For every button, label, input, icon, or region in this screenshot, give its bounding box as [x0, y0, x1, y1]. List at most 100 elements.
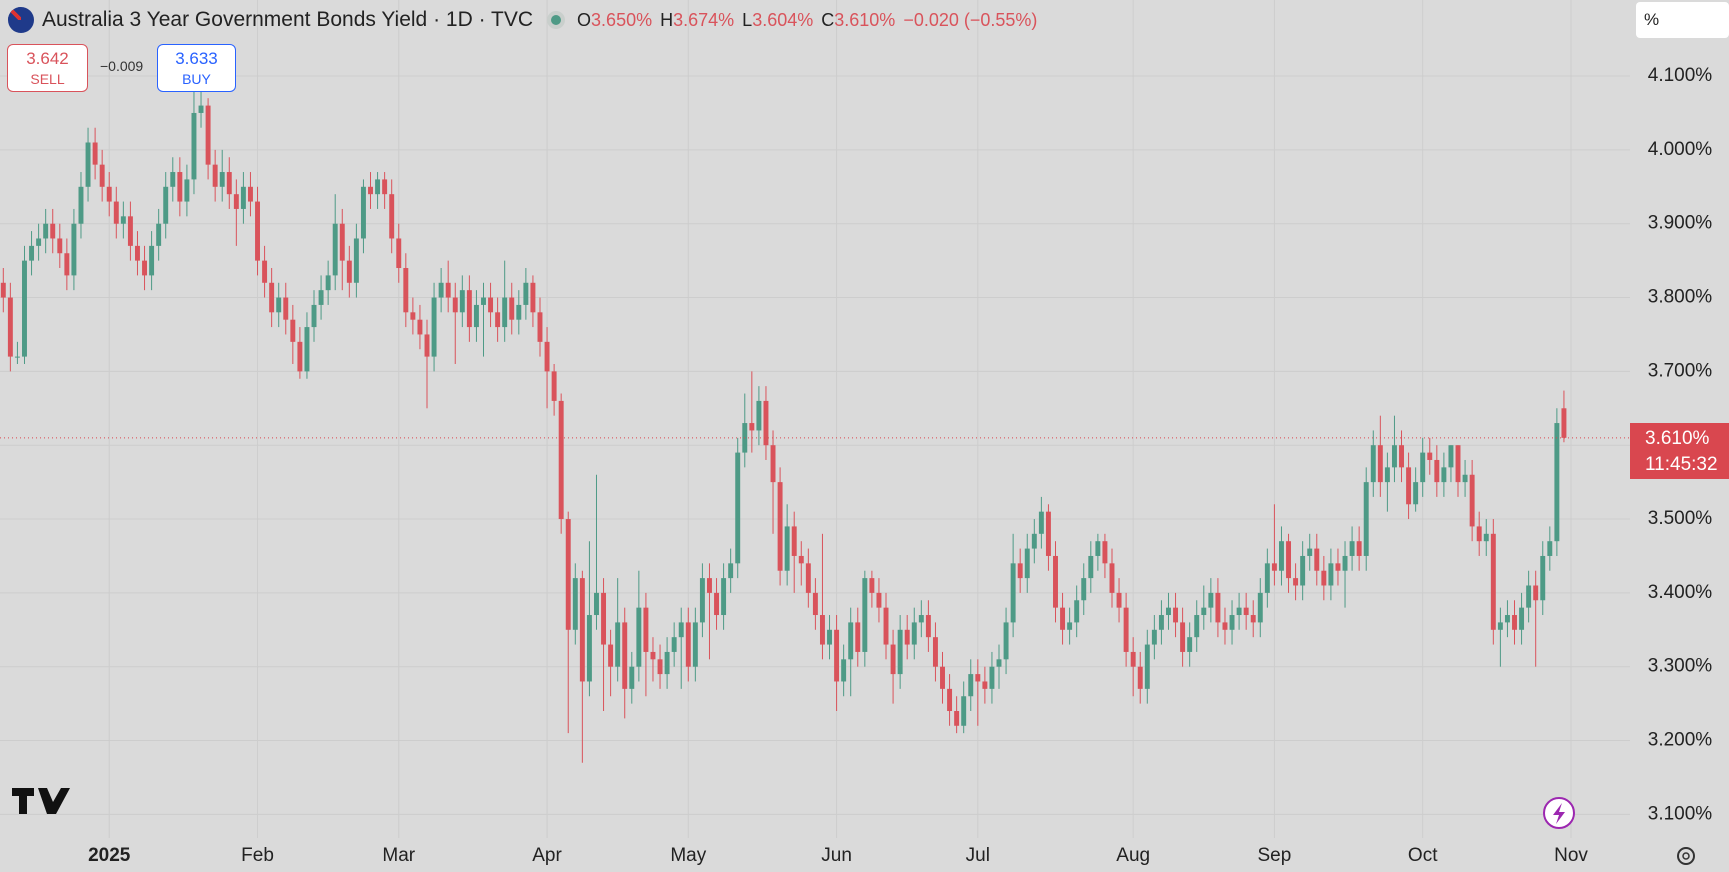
candle-body [1222, 622, 1228, 630]
candle-body [1512, 615, 1517, 630]
candle-body [1455, 445, 1461, 483]
candle-body [120, 216, 126, 224]
candle-body [1278, 541, 1284, 571]
ohlc-key: O [577, 9, 592, 30]
ohlc-key: C [821, 9, 835, 30]
candle-body [240, 186, 246, 209]
unit-selector[interactable]: % [1636, 2, 1729, 38]
candle-body [827, 629, 832, 645]
candle-body [36, 238, 42, 246]
candle-body [1307, 548, 1313, 556]
candle-body [692, 622, 698, 667]
candle-body [876, 592, 882, 608]
candle-body [1462, 474, 1468, 483]
candle-body [911, 622, 917, 645]
candle-body [438, 282, 444, 298]
candle-body [1314, 548, 1320, 571]
x-tick-label: Apr [532, 845, 562, 866]
candle-body [1342, 555, 1348, 571]
settings-button[interactable] [1677, 847, 1695, 865]
candle-body [92, 142, 98, 165]
candle-body [431, 297, 437, 357]
candle-body [579, 578, 585, 682]
candle-body [770, 445, 776, 483]
ohlc-value: 3.610% [834, 9, 896, 30]
candle-body [219, 172, 225, 187]
candle-body [1448, 445, 1454, 468]
candle-body [339, 223, 345, 261]
candle-body [1116, 592, 1122, 608]
candle-body [1286, 541, 1292, 579]
candle-body [1053, 555, 1058, 608]
candle-body [1377, 445, 1383, 483]
candle-body [968, 674, 974, 697]
y-tick-label: 3.400% [1648, 582, 1713, 603]
candle-body [368, 186, 373, 195]
candle-body [650, 651, 656, 660]
candle-body [1413, 482, 1419, 505]
candle-body [954, 711, 960, 726]
spread: −0.009 [100, 58, 144, 74]
candle-body [198, 105, 204, 113]
candle-body [170, 172, 176, 187]
candle-body [332, 223, 338, 276]
candle-body [1264, 563, 1270, 593]
candle-body [996, 659, 1002, 667]
y-tick-label: 4.100% [1648, 65, 1713, 86]
candle-body [1399, 445, 1404, 468]
candle-body [516, 304, 522, 320]
candle-body [1519, 607, 1525, 630]
candle-body [558, 400, 564, 520]
tv-logo[interactable] [12, 788, 70, 814]
candle-body [629, 666, 635, 689]
candle-body [636, 607, 642, 667]
y-tick-label: 3.200% [1648, 730, 1713, 751]
ohlc-value: 3.674% [673, 9, 735, 30]
candle-body [1194, 615, 1200, 638]
candle-body [975, 674, 981, 682]
candle-body [777, 482, 783, 571]
candle-body [1215, 592, 1221, 623]
candle-body [728, 563, 734, 579]
candle-body [1130, 651, 1136, 667]
symbol-title[interactable]: Australia 3 Year Government Bonds Yield … [42, 8, 534, 31]
candle-body [1017, 563, 1023, 579]
ohlc-key: L [742, 9, 753, 30]
candle-body [657, 659, 663, 675]
candle-body [466, 290, 472, 328]
candle-body [22, 260, 27, 357]
x-tick-label: Aug [1116, 845, 1150, 866]
candle-body [925, 615, 931, 638]
candle-body [1081, 578, 1087, 601]
ohlc-open: O3.650% [577, 10, 652, 31]
x-tick-label: Nov [1554, 845, 1588, 866]
candle-body [678, 622, 684, 638]
candle-body [1469, 474, 1475, 527]
buy-button[interactable]: 3.633 BUY [157, 44, 236, 92]
candle-body [1391, 445, 1397, 468]
candle-body [1526, 585, 1532, 608]
candle-body [1010, 563, 1016, 623]
candle-body [71, 223, 77, 276]
candle-body [177, 172, 183, 202]
last-price: 3.610% [1645, 428, 1710, 449]
sell-button[interactable]: 3.642 SELL [7, 44, 88, 92]
candle-body [135, 245, 140, 261]
grid [0, 0, 1630, 838]
candle-body [791, 526, 797, 556]
candle-body [1031, 533, 1037, 549]
candle-body [212, 164, 218, 187]
candle-body [834, 629, 840, 682]
candle-body [255, 201, 260, 261]
y-tick-label: 3.100% [1648, 803, 1713, 824]
candle-body [488, 297, 494, 313]
candle-body [601, 592, 607, 645]
candle-body [375, 179, 381, 195]
candle-body [445, 282, 451, 298]
flag-icon [8, 7, 34, 33]
last-price-label: 3.610% 11:45:32 [1630, 423, 1729, 479]
candle-body [64, 253, 70, 276]
market-status[interactable] [547, 11, 566, 29]
candles [0, 90, 1630, 763]
